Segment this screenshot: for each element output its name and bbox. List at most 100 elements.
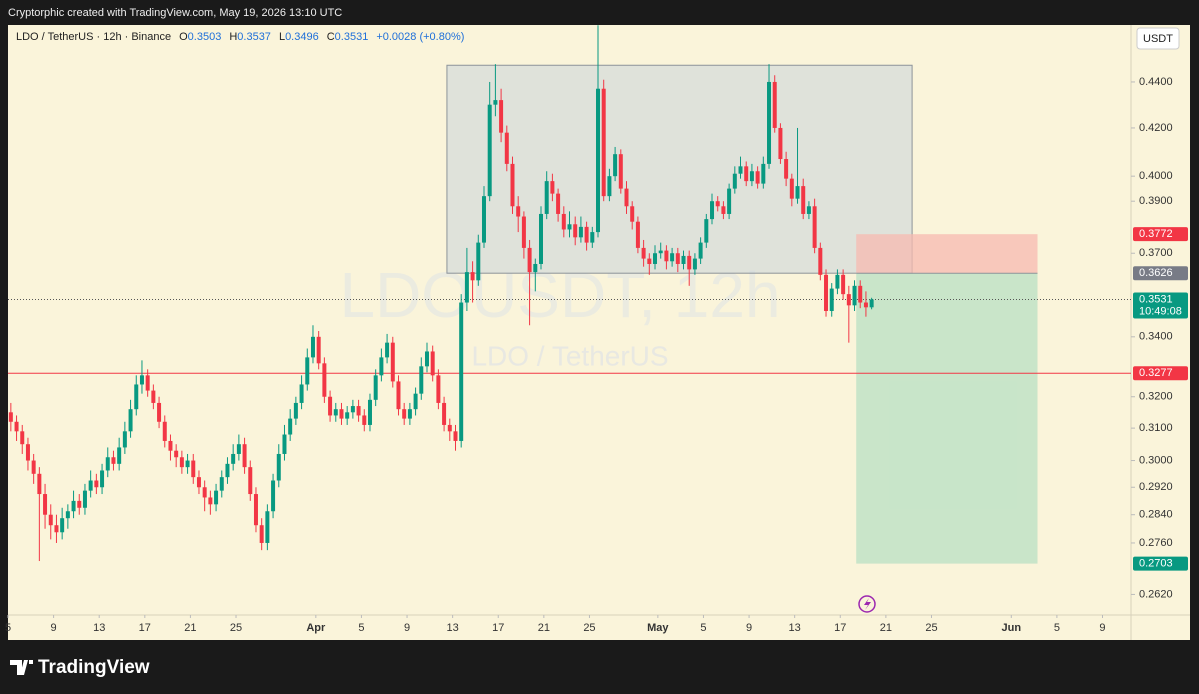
candle-body bbox=[727, 188, 732, 214]
y-tick-label: 0.3700 bbox=[1139, 247, 1173, 259]
candle-body bbox=[430, 351, 435, 376]
candle-body bbox=[65, 511, 70, 519]
ohlc-value: 0.3496 bbox=[285, 31, 319, 43]
candle-body bbox=[647, 258, 652, 264]
candle-body bbox=[653, 253, 658, 264]
ohlc-item: L0.3496 bbox=[279, 31, 319, 43]
candle-body bbox=[567, 224, 572, 230]
candle-body bbox=[772, 81, 777, 128]
x-tick-label: 9 bbox=[746, 622, 752, 634]
candle-body bbox=[544, 181, 549, 214]
candle-body bbox=[265, 511, 270, 543]
candle-body bbox=[681, 255, 686, 264]
x-tick-label: Jun bbox=[1002, 622, 1022, 634]
candle-body bbox=[635, 221, 640, 248]
line-price: 0.3277 bbox=[1139, 367, 1173, 379]
axis-unit: USDT bbox=[1143, 33, 1173, 45]
y-tick-label: 0.4200 bbox=[1139, 122, 1173, 134]
candle-body bbox=[829, 288, 834, 311]
candle-body bbox=[436, 375, 441, 403]
candle-body bbox=[214, 490, 219, 505]
candle-body bbox=[818, 247, 823, 275]
candle-body bbox=[447, 424, 452, 432]
candle-body bbox=[339, 409, 344, 419]
candle-body bbox=[521, 216, 526, 248]
candle-body bbox=[442, 402, 447, 425]
candle-body bbox=[174, 450, 179, 458]
symbol: LDO / TetherUS · 12h · Binance bbox=[16, 31, 172, 43]
x-tick-label: 17 bbox=[492, 622, 504, 634]
candle-body bbox=[202, 487, 207, 498]
x-tick-label: 25 bbox=[583, 622, 595, 634]
candle-body bbox=[128, 409, 133, 432]
candle-body bbox=[749, 171, 754, 182]
y-tick-label: 0.2760 bbox=[1139, 537, 1173, 549]
candle-body bbox=[835, 274, 840, 289]
candle-body bbox=[219, 477, 224, 491]
candle-body bbox=[328, 396, 333, 416]
candle-body bbox=[795, 186, 800, 199]
ohlc-value: 0.3503 bbox=[187, 31, 222, 43]
candle-body bbox=[516, 206, 521, 217]
ohlc-label: H bbox=[229, 31, 238, 43]
entry-price-box bbox=[1133, 266, 1188, 281]
candle-body bbox=[242, 444, 247, 468]
candle-body bbox=[162, 421, 167, 441]
candle-body bbox=[841, 274, 846, 295]
unit-box[interactable] bbox=[1136, 27, 1180, 50]
x-tick-label: 21 bbox=[538, 622, 550, 634]
candle-body bbox=[670, 253, 675, 262]
candle-body bbox=[185, 460, 190, 468]
candle-body bbox=[288, 418, 293, 435]
candle-body bbox=[248, 467, 253, 495]
candle-body bbox=[863, 302, 868, 308]
candle-body bbox=[738, 166, 743, 174]
x-tick-label: 17 bbox=[139, 622, 151, 634]
candle-body bbox=[253, 494, 258, 526]
x-tick-label: 5 bbox=[1054, 622, 1060, 634]
candle-body bbox=[367, 399, 372, 425]
candle-body bbox=[658, 250, 663, 254]
y-tick-label: 0.2620 bbox=[1139, 588, 1173, 600]
candle-body bbox=[487, 104, 492, 197]
target-zone bbox=[856, 273, 1038, 564]
ohlc-label: C bbox=[326, 31, 335, 43]
candle-body bbox=[310, 336, 315, 358]
last-price: 0.3531 bbox=[1139, 293, 1173, 305]
candle-body bbox=[550, 181, 555, 194]
candle-body bbox=[824, 274, 829, 311]
candle-body bbox=[801, 186, 806, 214]
y-tick-label: 0.4400 bbox=[1139, 76, 1173, 88]
y-tick-label: 0.3000 bbox=[1139, 454, 1173, 466]
candle-body bbox=[236, 444, 241, 454]
x-tick-label: 13 bbox=[447, 622, 459, 634]
candle-body bbox=[134, 384, 139, 410]
candle-body bbox=[20, 431, 25, 445]
candle-body bbox=[630, 206, 635, 222]
stop-price-box bbox=[1133, 227, 1188, 242]
x-tick-label: 5 bbox=[358, 622, 364, 634]
candle-body bbox=[424, 351, 429, 367]
candle-body bbox=[139, 375, 144, 385]
candle-body bbox=[778, 127, 783, 160]
candle-body bbox=[225, 463, 230, 478]
candle-body bbox=[698, 242, 703, 259]
candle-body bbox=[556, 193, 561, 214]
candle-body bbox=[578, 226, 583, 238]
candle-body bbox=[470, 272, 475, 281]
candle-body bbox=[111, 457, 116, 464]
candle-body bbox=[373, 375, 378, 400]
range-box bbox=[446, 64, 913, 274]
event-icon[interactable] bbox=[858, 595, 876, 613]
candle-body bbox=[14, 421, 19, 432]
candle-body bbox=[390, 342, 395, 382]
plot bbox=[8, 25, 1131, 564]
y-tick-label: 0.3900 bbox=[1139, 195, 1173, 207]
candle-body bbox=[396, 381, 401, 410]
candle-body bbox=[618, 154, 623, 189]
candle-body bbox=[179, 457, 184, 468]
x-tick-label: Apr bbox=[306, 622, 326, 634]
candle-body bbox=[858, 285, 863, 303]
y-tick-label: 0.4000 bbox=[1139, 170, 1173, 182]
